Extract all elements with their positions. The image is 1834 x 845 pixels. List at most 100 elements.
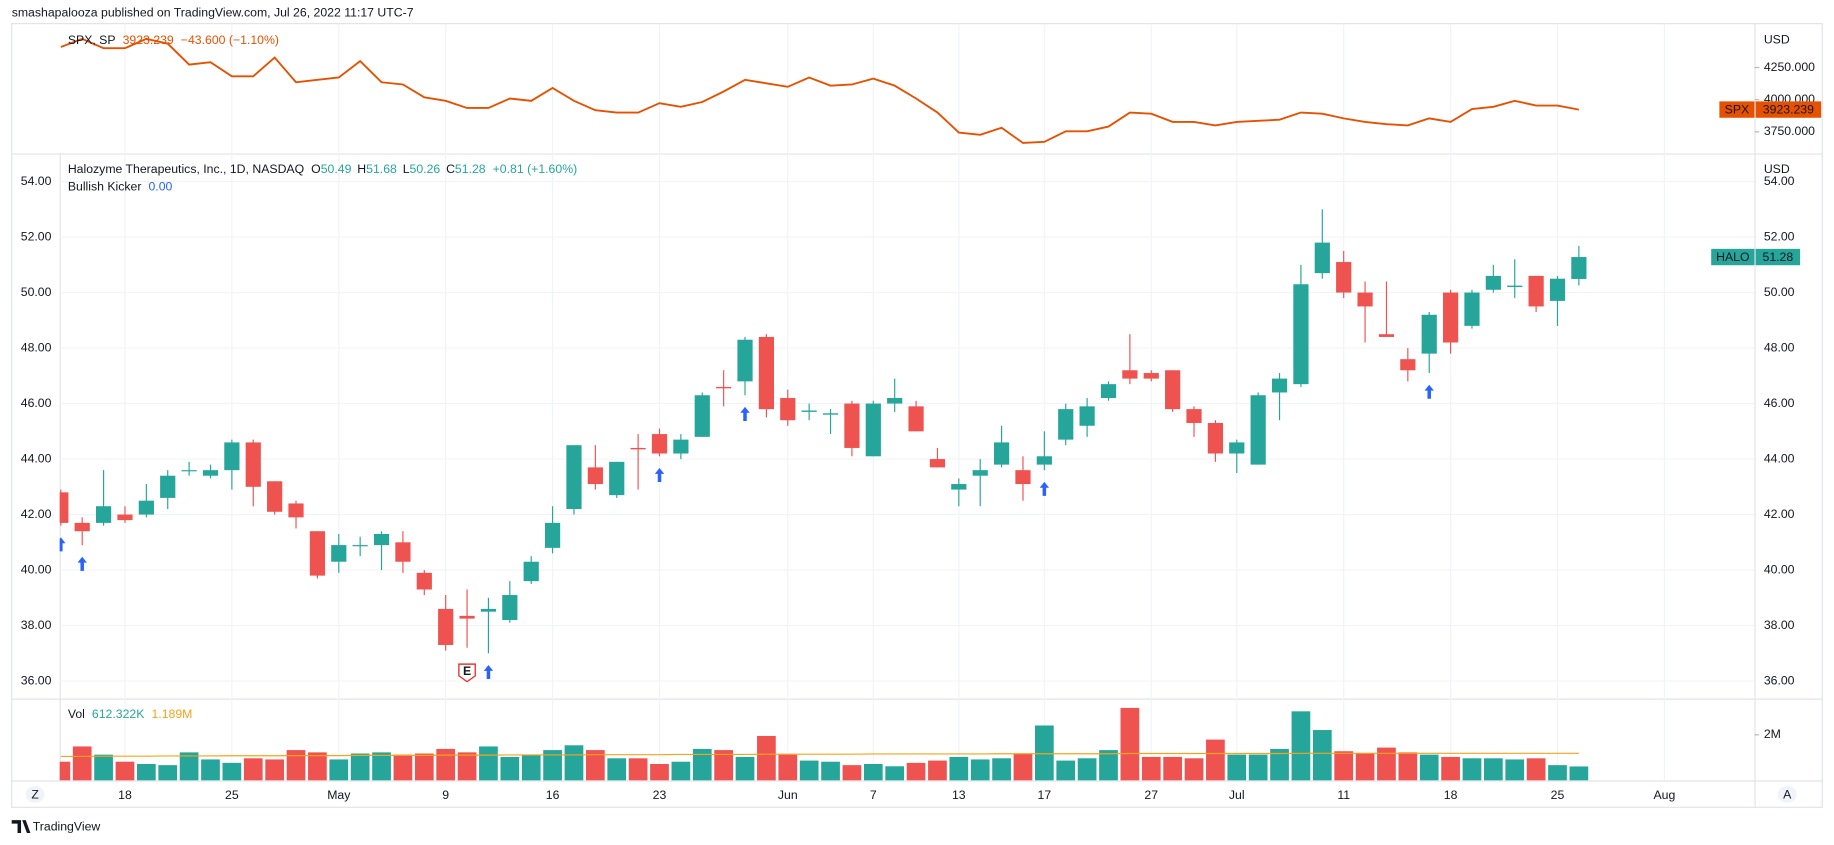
volume-bar xyxy=(906,762,926,781)
volume-bar xyxy=(735,756,755,781)
volume-bar xyxy=(1248,754,1268,781)
candle-body xyxy=(480,608,497,612)
x-tick-label: 18 xyxy=(118,788,132,802)
x-tick-label: 27 xyxy=(1144,788,1158,802)
candle-body xyxy=(865,403,881,457)
volume-bar xyxy=(1334,751,1354,781)
volume-bar xyxy=(1505,759,1525,781)
candle-body xyxy=(1229,442,1245,454)
x-tick-label: 9 xyxy=(442,788,449,802)
candle-body xyxy=(1271,378,1288,393)
button-z[interactable] xyxy=(25,786,45,803)
open-prefix: O xyxy=(311,162,321,176)
volume-bar xyxy=(1120,707,1140,781)
candle-body xyxy=(331,545,347,562)
volume-bar xyxy=(436,748,456,781)
candle-body xyxy=(1058,409,1074,440)
button-z-label[interactable]: Z xyxy=(31,787,39,801)
candle-body xyxy=(1122,370,1138,379)
volume-bar xyxy=(1227,754,1247,781)
volume-bar xyxy=(201,759,220,781)
x-tick-label: Jun xyxy=(778,788,798,802)
candle-body xyxy=(1250,395,1266,465)
volume-bar xyxy=(863,763,883,781)
volume-bar xyxy=(821,761,840,781)
volume-bar xyxy=(308,752,327,781)
x-tick-label: 17 xyxy=(1038,788,1052,802)
volume-bar xyxy=(243,758,263,781)
volume-bar xyxy=(970,759,990,781)
volume-bar xyxy=(414,753,434,781)
volume-bar xyxy=(885,766,905,781)
volume-bar xyxy=(928,760,947,781)
change: +0.81 (+1.60%) xyxy=(493,162,578,176)
publisher-line: smashapalooza published on TradingView.c… xyxy=(12,5,414,19)
candle-body xyxy=(716,386,732,389)
button-a-label[interactable]: A xyxy=(1783,787,1792,801)
candle-body xyxy=(1015,470,1031,485)
x-tick-label: 13 xyxy=(952,788,966,802)
y-tick-label-left: 36.00 xyxy=(21,673,52,687)
bullish-kicker-arrow xyxy=(59,537,66,552)
volume-bar xyxy=(1206,739,1225,781)
volume-bar xyxy=(1569,766,1589,781)
x-tick-label: 7 xyxy=(870,788,877,802)
low-prefix: L xyxy=(403,162,410,176)
candle-body xyxy=(181,470,197,472)
candle-body xyxy=(373,533,390,546)
candle-body xyxy=(138,500,154,515)
candle-body xyxy=(1079,406,1095,426)
volume-bar xyxy=(286,750,306,781)
candle-body xyxy=(202,470,219,476)
volume-bar xyxy=(1056,760,1076,781)
candle-body xyxy=(1549,278,1566,301)
volume-bar xyxy=(1034,725,1054,781)
candle-body xyxy=(1571,257,1587,279)
volume-bar xyxy=(158,765,178,781)
y-tick-label-left: 50.00 xyxy=(21,285,52,299)
volume-bar xyxy=(842,765,862,781)
change: −43.600 (−1.10%) xyxy=(181,33,279,47)
candle-body xyxy=(951,484,967,490)
candle-body xyxy=(1485,275,1501,290)
candle-body xyxy=(1207,422,1224,454)
candle-body xyxy=(1293,284,1309,385)
volume-bar xyxy=(1099,750,1118,781)
low-value: 50.26 xyxy=(410,162,441,176)
candle-body xyxy=(1442,292,1459,343)
volume-bar xyxy=(59,761,71,781)
high-value: 51.68 xyxy=(366,162,397,176)
volume-bar xyxy=(1548,765,1567,781)
candle-body xyxy=(160,475,176,498)
y-tick-label: 54.00 xyxy=(1764,174,1795,188)
earnings-label: E xyxy=(463,664,471,678)
bullish-kicker-arrow xyxy=(740,406,750,421)
volume-bar xyxy=(179,752,199,781)
candle-body xyxy=(74,522,90,532)
x-tick-label: Jul xyxy=(1229,788,1245,802)
candle-body xyxy=(844,403,860,448)
y-tick-label: 3750.000 xyxy=(1764,124,1815,138)
y-tick-label-left: 44.00 xyxy=(21,451,52,465)
bullish-kicker-arrow xyxy=(483,665,494,680)
volume-bar xyxy=(585,750,605,781)
volume-bar xyxy=(1077,758,1097,781)
candle-body xyxy=(416,572,432,590)
candle-body xyxy=(59,492,69,523)
x-tick-label: 23 xyxy=(653,788,667,802)
candle-body xyxy=(780,398,796,421)
volume-bar xyxy=(372,752,391,781)
candle-body xyxy=(1186,409,1202,423)
y-tick-label-left: 54.00 xyxy=(21,174,52,188)
x-tick-label: Aug xyxy=(1653,788,1675,802)
candle-body xyxy=(459,615,475,619)
candle-body xyxy=(1143,373,1159,379)
candle-body xyxy=(267,481,283,512)
candle-body xyxy=(1100,384,1117,399)
volume-bar xyxy=(1013,753,1033,781)
volume-value: 612.322K xyxy=(92,707,145,721)
high-prefix: H xyxy=(357,162,366,176)
button-a[interactable] xyxy=(1777,786,1797,803)
y-tick-label: 50.00 xyxy=(1764,285,1795,299)
plot-area: E xyxy=(59,37,1589,781)
